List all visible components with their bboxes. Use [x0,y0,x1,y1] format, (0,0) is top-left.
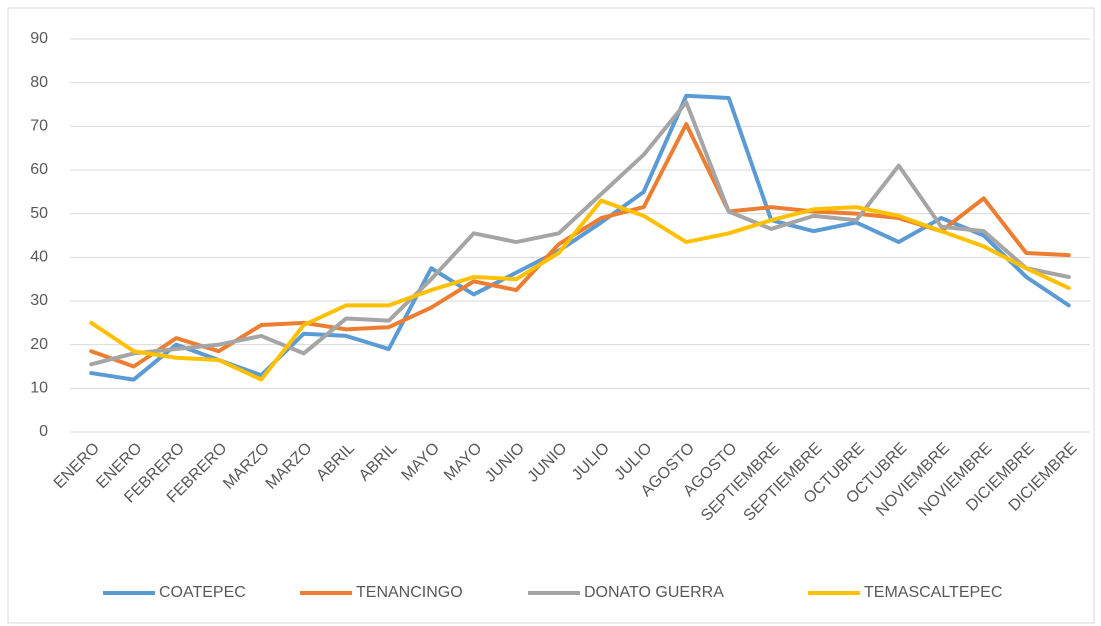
legend-label: COATEPEC [159,584,246,601]
legend-label: TENANCINGO [356,584,463,601]
legend-label: TEMASCALTEPEC [864,584,1002,601]
series-line [89,100,1071,367]
series-line [89,93,1071,382]
y-tick-label: 90 [30,30,48,47]
y-tick-label: 70 [30,118,48,135]
y-tick-label: 10 [30,380,48,397]
y-tick-label: 30 [30,292,48,309]
chart-border [7,7,1095,624]
y-tick-label: 40 [30,249,48,266]
y-tick-label: 80 [30,74,48,91]
y-tick-label: 50 [30,205,48,222]
y-tick-label: 60 [30,161,48,178]
legend-label: DONATO GUERRA [584,584,724,601]
series-line [89,198,1071,382]
y-tick-label: 20 [30,336,48,353]
y-tick-label: 0 [39,423,48,440]
